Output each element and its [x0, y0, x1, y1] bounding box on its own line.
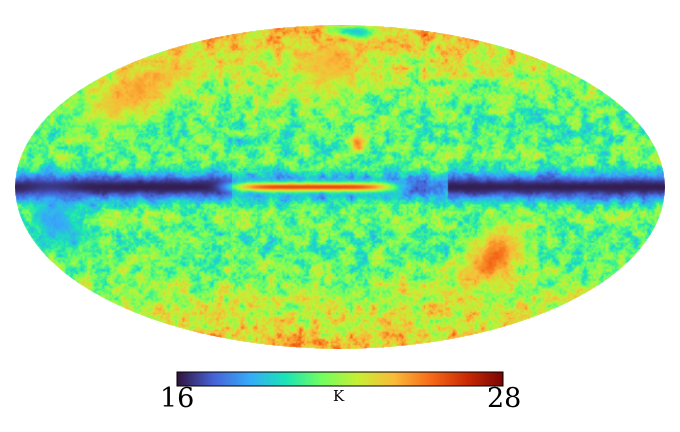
colorbar-unit-label: K — [333, 387, 345, 405]
temperature-map-image — [15, 25, 665, 349]
colorbar-max-label: 28 — [487, 383, 522, 414]
colorbar: 16 K 28 — [0, 360, 680, 432]
colorbar-min-label: 16 — [160, 383, 195, 414]
mollweide-projection — [15, 25, 665, 349]
colorbar-gradient — [176, 371, 504, 387]
sky-map — [15, 25, 665, 349]
colorbar-svg — [176, 371, 504, 387]
